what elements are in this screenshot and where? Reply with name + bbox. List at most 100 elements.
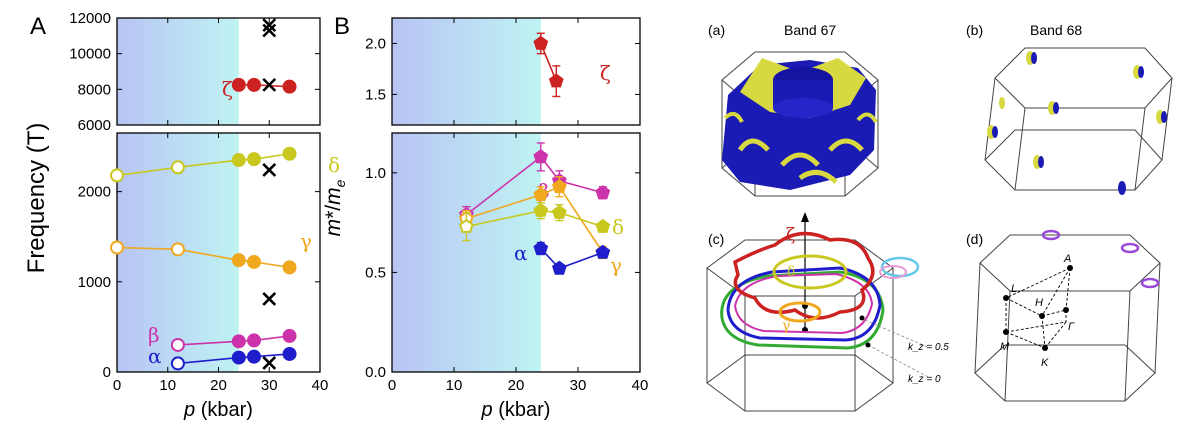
band-68-box (984, 47, 1173, 191)
cross-point (262, 163, 277, 177)
series-δ: δ (110, 146, 340, 183)
panel-label-d: (d) (966, 231, 983, 247)
data-point (231, 253, 246, 268)
cross-point (262, 77, 277, 92)
fermi-surface-band-68: (b) Band 68 (966, 22, 1173, 195)
series-β: β (148, 323, 297, 352)
data-point (282, 79, 297, 94)
c-zeta-orbit (732, 231, 875, 320)
series-label: α (514, 241, 528, 265)
y-tick-label: 12000 (69, 10, 111, 27)
series-line (466, 209, 604, 228)
fermi-surface-band-67: (a) Band 67 (708, 22, 879, 197)
data-point (231, 334, 246, 349)
series-label: ζ (600, 61, 611, 85)
data-point (282, 346, 297, 361)
brillouin-zone: (d) A L H Γ (966, 229, 1161, 402)
cross-point (262, 292, 277, 306)
band-67-surface (722, 58, 878, 190)
data-point (247, 349, 262, 364)
series-label: γ (610, 253, 622, 277)
cross-point (262, 23, 277, 38)
d-point-Gamma: Γ (1068, 321, 1075, 333)
y-tick-label: 8000 (78, 81, 111, 98)
panel-label-c: (c) (708, 231, 724, 247)
data-point (110, 240, 124, 255)
c-label-kz-zero: k_z = 0 (908, 374, 941, 385)
data-point (247, 77, 262, 92)
d-box (974, 234, 1161, 402)
series-δ: δ (459, 202, 624, 242)
c-label-zeta: ζ (786, 225, 795, 245)
x-tick-label: 40 (632, 377, 649, 394)
series-label: δ (328, 153, 340, 177)
data-point (170, 160, 185, 175)
y-tick-label: 2.0 (365, 35, 386, 52)
d-point-M: M (1000, 341, 1010, 353)
data-point (459, 218, 474, 233)
data-point (282, 260, 297, 275)
series-α: α (514, 240, 611, 275)
band-67-title: Band 67 (784, 22, 836, 38)
y-tick-label: 0 (103, 364, 111, 381)
panel-label-b: (b) (966, 22, 983, 38)
data-point (110, 168, 124, 183)
series-α: α (148, 344, 297, 371)
data-point (533, 240, 549, 255)
band-68-title: Band 68 (1030, 22, 1082, 38)
data-point (231, 77, 246, 92)
y-tick-label: 0.5 (365, 264, 386, 281)
low-pressure-shade (392, 133, 541, 372)
c-blue-orbit (726, 266, 882, 342)
data-point (552, 179, 567, 193)
series-line (540, 43, 558, 82)
y-tick-label: 10000 (69, 46, 111, 63)
band-68-pockets (987, 51, 1167, 195)
y-axis-label: m*/me (322, 179, 348, 236)
y-tick-label: 1000 (78, 274, 111, 291)
series-line (177, 353, 290, 365)
series-label: β (148, 323, 160, 347)
y-axis-label: Frequency (T) (23, 123, 50, 274)
data-point (548, 73, 564, 88)
chart-frequency-top: 6000 8000 10000 12000 Frequency (T) ζ (23, 10, 321, 274)
d-point-H: H (1035, 297, 1043, 309)
data-point (533, 35, 549, 50)
data-point (533, 149, 549, 164)
d-point-A: A (1063, 253, 1071, 265)
data-point (595, 218, 611, 233)
c-delta-orbit (772, 254, 848, 290)
chart-mass-top: 1.5 2.0 ζ (365, 17, 641, 126)
d-path-lines (1005, 267, 1071, 349)
data-point (282, 328, 297, 343)
data-point (170, 337, 185, 352)
series-ζ: ζ (222, 77, 297, 101)
y-tick-label: 2000 (78, 184, 111, 201)
y-tick-label: 6000 (78, 117, 111, 134)
cross-point (262, 18, 277, 33)
series-label: δ (612, 215, 624, 239)
fermi-surface-cross-sections: (c) ζ δ γ k_z = 0.5 k_z = 0 (706, 212, 949, 412)
c-label-kz-half: k_z = 0.5 (908, 342, 949, 353)
data-point (595, 185, 611, 199)
x-tick-label: 30 (261, 377, 278, 394)
panel-label-a: (a) (708, 22, 725, 38)
panel-label-B: B (334, 13, 350, 40)
x-tick-label: 20 (210, 377, 227, 394)
data-point (170, 242, 185, 257)
series-ζ: ζ (533, 32, 611, 98)
series-γ: γ (110, 229, 312, 275)
data-point (552, 204, 567, 219)
low-pressure-shade (117, 18, 239, 125)
x-tick-label: 20 (508, 377, 525, 394)
cross-point (262, 356, 277, 370)
data-point (247, 333, 262, 348)
x-tick-label: 0 (113, 377, 121, 394)
c-label-gamma: γ (782, 318, 790, 334)
series-line (238, 84, 290, 88)
data-point (552, 260, 567, 275)
data-point (231, 350, 246, 365)
data-point (231, 153, 246, 168)
